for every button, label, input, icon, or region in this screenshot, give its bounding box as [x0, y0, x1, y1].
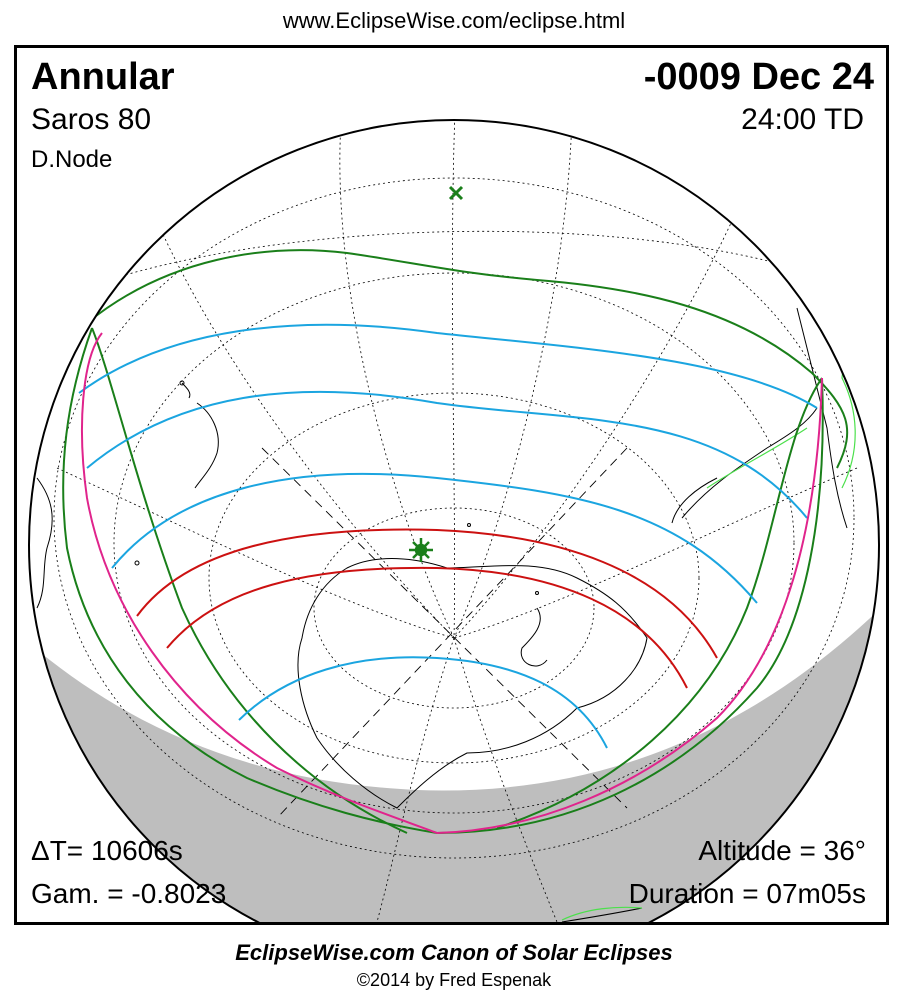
globe-disk: [29, 120, 879, 922]
central-path-limits: [136, 528, 718, 689]
central-duration: Duration = 07m05s: [628, 878, 866, 909]
eclipse-map-panel: Annular -0009 Dec 24 Saros 80 24:00 TD D…: [14, 45, 889, 925]
penumbral-limits: [62, 249, 849, 834]
eclipse-date: -0009 Dec 24: [643, 56, 874, 98]
graticule-parallels: [36, 120, 878, 859]
graticule-meridians: [56, 120, 858, 922]
eclipse-globe-map: [28, 119, 880, 922]
eclipse-time: 24:00 TD: [741, 103, 864, 136]
coastlines: [36, 307, 848, 922]
eclipse-type: Annular: [31, 56, 175, 98]
footer-title: EclipseWise.com Canon of Solar Eclipses: [235, 940, 673, 965]
lunar-node: D.Node: [31, 146, 113, 173]
axis-lines: [261, 447, 628, 819]
source-url: www.EclipseWise.com/eclipse.html: [282, 8, 626, 33]
night-shading: [29, 603, 879, 922]
partial-eclipse-lines: [78, 323, 818, 749]
footer-copyright: ©2014 by Fred Espenak: [356, 970, 552, 990]
delta-t: ΔT= 10606s: [31, 835, 183, 866]
globe-outline: [28, 119, 880, 922]
greatest-eclipse-star-icon: [409, 538, 433, 562]
rise-set-curve: [81, 332, 823, 835]
subsolar-x-mark-icon: [448, 185, 464, 201]
sun-altitude: Altitude = 36°: [698, 835, 866, 866]
gamma-value: Gam. = -0.8023: [31, 878, 227, 909]
saros-number: Saros 80: [31, 103, 152, 136]
